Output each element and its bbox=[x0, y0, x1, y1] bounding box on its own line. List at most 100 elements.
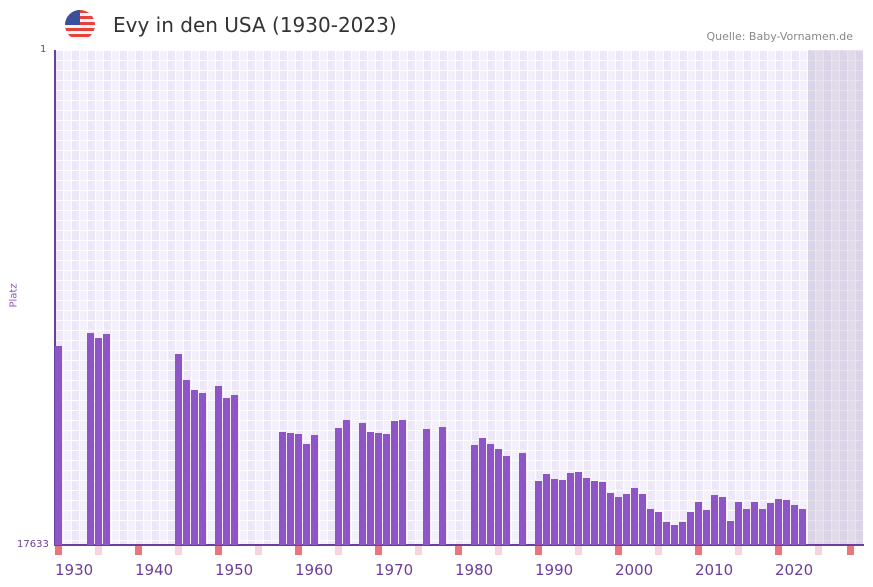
bar-1958 bbox=[279, 431, 286, 545]
bar-1946 bbox=[183, 379, 190, 545]
chart-title: Evy in den USA (1930-2023) bbox=[113, 13, 397, 37]
half-decade-marker bbox=[575, 546, 582, 555]
bar-1988 bbox=[519, 452, 526, 545]
bar-1959 bbox=[287, 432, 294, 545]
bar-1950 bbox=[215, 385, 222, 545]
bar-1948 bbox=[199, 392, 206, 545]
bar-1961 bbox=[303, 443, 310, 545]
bar-2011 bbox=[703, 509, 710, 545]
x-tick-label: 1980 bbox=[455, 561, 494, 579]
x-tick-label: 2000 bbox=[615, 561, 654, 579]
bar-1976 bbox=[423, 428, 430, 545]
bar-1997 bbox=[591, 480, 598, 545]
bar-1994 bbox=[567, 472, 574, 545]
bar-2004 bbox=[647, 508, 654, 545]
bar-1983 bbox=[479, 437, 486, 545]
bar-1984 bbox=[487, 443, 494, 545]
bar-1935 bbox=[95, 337, 102, 545]
x-tick-label: 1960 bbox=[295, 561, 334, 579]
bar-2012 bbox=[711, 494, 718, 545]
bar-1951 bbox=[223, 397, 230, 545]
decade-marker bbox=[615, 546, 622, 555]
half-decade-marker bbox=[255, 546, 262, 555]
x-tick-label: 1940 bbox=[135, 561, 174, 579]
bar-2021 bbox=[783, 499, 790, 545]
bar-1945 bbox=[175, 353, 182, 545]
half-decade-marker bbox=[415, 546, 422, 555]
bar-1962 bbox=[311, 434, 318, 545]
bar-1982 bbox=[471, 444, 478, 545]
bar-2003 bbox=[639, 493, 646, 545]
half-decade-marker bbox=[495, 546, 502, 555]
bar-2016 bbox=[743, 508, 750, 545]
bar-1947 bbox=[191, 389, 198, 545]
bar-1991 bbox=[543, 473, 550, 545]
bar-2022 bbox=[791, 504, 798, 545]
bar-1978 bbox=[439, 426, 446, 545]
bar-2007 bbox=[671, 524, 678, 545]
bar-2009 bbox=[687, 511, 694, 545]
bar-1968 bbox=[359, 422, 366, 545]
future-region bbox=[808, 50, 863, 545]
bar-1996 bbox=[583, 477, 590, 545]
half-decade-marker bbox=[95, 546, 102, 555]
bar-2019 bbox=[767, 503, 774, 545]
half-decade-marker bbox=[335, 546, 342, 555]
decade-marker bbox=[295, 546, 302, 555]
bar-1995 bbox=[575, 471, 582, 545]
bar-1971 bbox=[383, 433, 390, 545]
decade-marker bbox=[847, 546, 854, 555]
bar-1960 bbox=[295, 433, 302, 545]
bar-1966 bbox=[343, 419, 350, 545]
x-axis bbox=[54, 544, 864, 546]
bar-1930 bbox=[55, 346, 62, 545]
bar-1952 bbox=[231, 394, 238, 545]
bar-2017 bbox=[751, 501, 758, 545]
decade-marker bbox=[455, 546, 462, 555]
source-label: Quelle: Baby-Vornamen.de bbox=[706, 30, 853, 43]
bar-2018 bbox=[759, 508, 766, 545]
bar-1973 bbox=[399, 419, 406, 545]
bar-2005 bbox=[655, 511, 662, 545]
bar-1936 bbox=[103, 333, 110, 545]
x-tick-label: 1930 bbox=[55, 561, 94, 579]
x-tick-label: 1950 bbox=[215, 561, 254, 579]
x-tick-label: 2010 bbox=[695, 561, 734, 579]
bar-2014 bbox=[727, 520, 734, 545]
bar-1993 bbox=[559, 479, 566, 545]
bar-1990 bbox=[535, 480, 542, 545]
bar-2001 bbox=[623, 493, 630, 545]
us-flag-icon bbox=[65, 10, 95, 40]
decade-marker bbox=[695, 546, 702, 555]
decade-marker bbox=[775, 546, 782, 555]
bar-2015 bbox=[735, 501, 742, 545]
y-tick-label: 1 bbox=[40, 44, 47, 55]
y-axis-title: Platz bbox=[8, 283, 20, 308]
x-tick-label: 1990 bbox=[535, 561, 574, 579]
decade-marker bbox=[135, 546, 142, 555]
bar-1986 bbox=[503, 455, 510, 545]
bar-2023 bbox=[799, 508, 806, 545]
bar-1969 bbox=[367, 431, 374, 545]
bar-1985 bbox=[495, 448, 502, 545]
bar-2008 bbox=[679, 521, 686, 545]
bar-2006 bbox=[663, 521, 670, 545]
bar-2020 bbox=[775, 498, 782, 545]
decade-marker bbox=[215, 546, 222, 555]
x-tick-label: 1970 bbox=[375, 561, 414, 579]
half-decade-marker bbox=[175, 546, 182, 555]
bar-2010 bbox=[695, 501, 702, 545]
y-axis bbox=[54, 50, 56, 546]
decade-marker bbox=[55, 546, 62, 555]
bar-1998 bbox=[599, 481, 606, 545]
bar-1934 bbox=[87, 332, 94, 545]
decade-marker bbox=[375, 546, 382, 555]
decade-marker bbox=[535, 546, 542, 555]
bar-2000 bbox=[615, 496, 622, 545]
half-decade-marker bbox=[735, 546, 742, 555]
bar-2002 bbox=[631, 487, 638, 545]
bar-2013 bbox=[719, 496, 726, 545]
y-tick-label: 17633 bbox=[17, 539, 49, 550]
bar-1970 bbox=[375, 432, 382, 545]
